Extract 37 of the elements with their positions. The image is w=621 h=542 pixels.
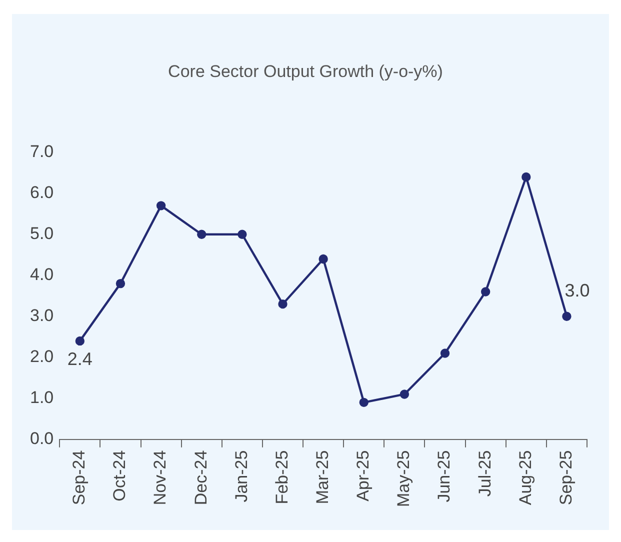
x-tick-label: Sep-25 <box>556 450 576 506</box>
point <box>197 230 206 239</box>
x-tick-label: Oct-24 <box>110 450 130 502</box>
point <box>318 254 328 264</box>
y-tick-label: 3.0 <box>30 306 54 326</box>
x-tick-label: Jul-25 <box>475 450 494 497</box>
point <box>562 312 572 321</box>
y-tick-label: 7.0 <box>30 142 54 162</box>
point <box>116 278 126 288</box>
x-tick-label: Apr-25 <box>354 450 373 502</box>
x-tick-label: Feb-25 <box>272 450 292 504</box>
point <box>359 398 368 408</box>
point <box>156 201 166 210</box>
y-tick-label: 5.0 <box>30 224 54 244</box>
y-tick-label: 4.0 <box>30 265 54 284</box>
chart-title: Core Sector Output Growth (y-o-y%) <box>168 62 443 81</box>
x-tick-label: Sep-24 <box>70 450 89 506</box>
x-tick-label: Jun-25 <box>434 450 454 502</box>
x-tick-label: Jan-25 <box>232 450 251 502</box>
y-tick-label: 2.0 <box>30 347 54 366</box>
x-tick-label: May-25 <box>394 450 414 507</box>
point <box>75 336 85 346</box>
y-tick-label: 6.0 <box>30 183 54 202</box>
data-label: 2.4 <box>67 348 92 369</box>
x-tick-label: Aug-25 <box>516 450 535 506</box>
point <box>440 348 450 358</box>
x-tick-label: Dec-24 <box>191 450 210 506</box>
data-label: 3.0 <box>564 280 590 300</box>
point <box>238 230 247 239</box>
y-tick-label: 1.0 <box>30 388 54 408</box>
point <box>400 390 410 399</box>
x-tick-label: Nov-24 <box>150 450 170 506</box>
point <box>522 172 531 182</box>
x-tick-label: Mar-25 <box>313 450 332 504</box>
point <box>278 299 288 309</box>
point <box>480 287 490 296</box>
y-tick-label: 0.0 <box>30 429 54 448</box>
